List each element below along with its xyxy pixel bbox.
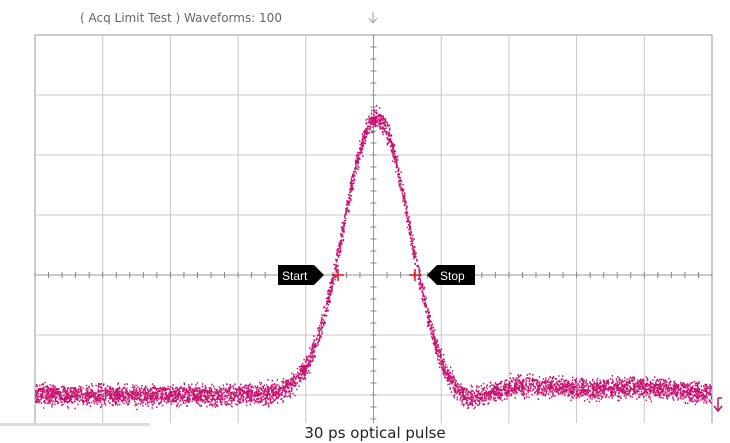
stop-marker: Stop	[409, 265, 475, 285]
waveform	[35, 104, 712, 411]
start-cross	[332, 269, 344, 281]
stop-label-box	[427, 265, 475, 285]
ground-marker	[713, 397, 723, 413]
start-marker: Start	[278, 265, 344, 285]
caption: 30 ps optical pulse	[304, 424, 445, 442]
start-label-box	[278, 265, 324, 285]
stop-cross	[409, 269, 421, 281]
caption-strip	[0, 423, 730, 443]
header-title: ( Acq Limit Test ) Waveforms: 100	[80, 11, 282, 25]
start-label: Start	[282, 269, 308, 283]
graticule	[34, 34, 713, 443]
stop-label: Stop	[440, 269, 465, 283]
overlay-edge	[0, 423, 150, 426]
trigger-arrow	[368, 12, 378, 24]
